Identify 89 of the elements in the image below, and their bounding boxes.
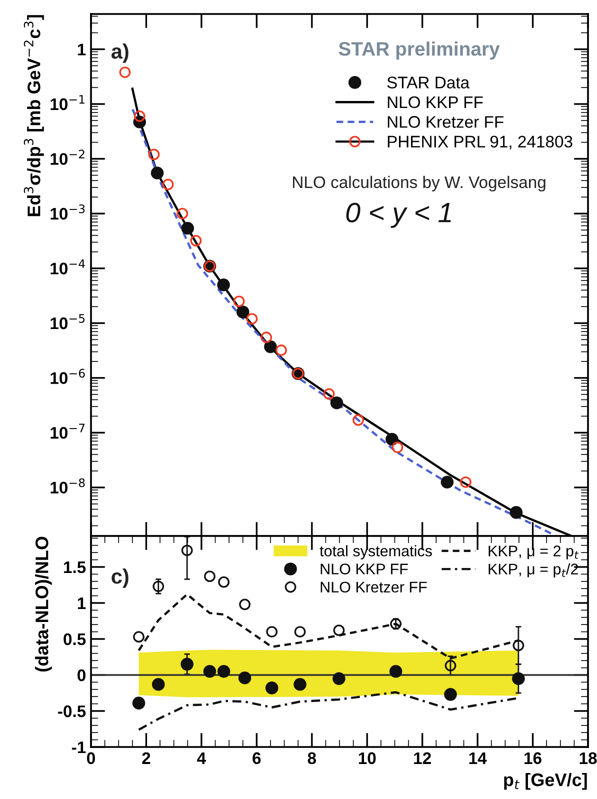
x-tick-label: 2 [142, 752, 150, 764]
legend-label: NLO Kretzer FF [320, 582, 427, 593]
point [323, 388, 335, 400]
y-tick-label: 0.5 [64, 633, 86, 646]
point [512, 672, 525, 685]
point [152, 678, 165, 691]
point [133, 631, 144, 643]
legend-label: PHENIX PRL 91, 241803 [388, 136, 572, 150]
annotation: 0 < y < 1 [346, 202, 451, 228]
y-tick-label: 10$^{−1}$ [50, 95, 84, 110]
point [444, 660, 456, 672]
x-tick-label: 18 [580, 752, 597, 764]
point [246, 313, 258, 324]
point [181, 544, 193, 556]
legend-label: NLO KKP FF [388, 96, 483, 108]
y-tick-label: -0.5 [58, 705, 86, 718]
y-tick-label: 1 [78, 44, 86, 56]
y-tick-label: 10$^{−4}$ [50, 259, 85, 274]
x-tick-label: 10 [358, 752, 376, 764]
point [392, 442, 404, 454]
point [332, 672, 346, 685]
point [180, 658, 194, 671]
point [233, 296, 245, 308]
annotation: a) [111, 43, 128, 63]
point [260, 332, 272, 344]
y-tick-label: 0 [78, 669, 86, 682]
legend-label: NLO Kretzer FF [388, 116, 504, 128]
point [181, 222, 194, 235]
y-tick-label: 10$^{−3}$ [50, 204, 85, 220]
y-tick-label: 10$^{−8}$ [50, 478, 85, 494]
y-tick-label: 10$^{−7}$ [50, 424, 85, 439]
y-tick-label: 1 [78, 598, 86, 610]
point [176, 208, 188, 220]
annotation: NLO calculations by W. Vogelsang [293, 176, 546, 192]
x-tick-label: 4 [197, 752, 206, 764]
point [150, 166, 164, 180]
point [217, 664, 230, 678]
annotation: c) [112, 568, 128, 588]
legend-label: total systematics [320, 545, 432, 560]
point [203, 664, 216, 678]
legend-label: STAR Data [387, 76, 470, 88]
point [266, 626, 278, 638]
y-tick-label: -1 [72, 742, 86, 754]
y-axis-title: (data-NLO)/NLO [35, 536, 52, 672]
point [294, 678, 306, 691]
point [148, 148, 160, 160]
legend-label: NLO KKP FF [320, 564, 408, 574]
point [236, 306, 250, 318]
point [119, 66, 131, 78]
text: Ed$^{3}$σ/dp$^{3}$ [mb GeV$^{−2}$c$^{3}$] [24, 15, 44, 216]
point [238, 671, 252, 684]
x-tick-label: 14 [469, 752, 487, 764]
point [444, 688, 457, 701]
point [389, 664, 402, 678]
annotation: STAR preliminary [338, 41, 500, 60]
point [294, 626, 306, 638]
y-tick-label: 10$^{−5}$ [50, 314, 85, 330]
point [330, 396, 344, 410]
point [217, 278, 230, 292]
x-tick-label: 8 [308, 752, 316, 764]
x-tick-label: 0 [87, 752, 95, 764]
point [152, 580, 164, 592]
point [276, 344, 287, 356]
point [333, 624, 345, 636]
y-tick-label: 10$^{−2}$ [50, 150, 84, 165]
point [204, 570, 216, 582]
legend-label: KKP, μ = 2 p$_{t}$ [488, 546, 579, 560]
point [134, 110, 146, 122]
y-tick-label: 10$^{−6}$ [50, 368, 85, 384]
point [264, 340, 277, 354]
point [440, 476, 454, 489]
point [512, 640, 524, 652]
point [239, 598, 250, 610]
point [132, 696, 146, 710]
x-tick-label: 6 [252, 752, 261, 764]
x-tick-label: 16 [524, 752, 542, 764]
point [352, 414, 364, 426]
point [390, 618, 402, 630]
legend-label: KKP, μ = p$_{t}$/2 [488, 563, 578, 578]
point [190, 234, 202, 246]
point [218, 576, 230, 588]
x-tick-label: 12 [414, 752, 431, 764]
point [460, 476, 472, 488]
point [510, 506, 523, 519]
y-tick-label: 1.5 [64, 562, 86, 574]
point [162, 178, 174, 190]
point [386, 432, 398, 446]
x-axis-title: p$_{t}$ [GeV/c] [504, 772, 587, 790]
point [265, 682, 278, 694]
